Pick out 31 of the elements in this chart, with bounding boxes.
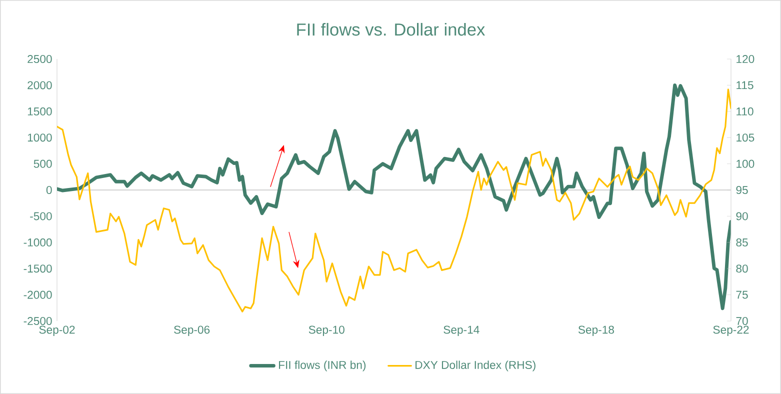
y2-tick-label: 110 bbox=[736, 107, 754, 116]
y2-tick-label: 100 bbox=[736, 160, 754, 168]
y-tick-label: -2000 bbox=[24, 290, 52, 299]
y2-tick-label: 90 bbox=[736, 212, 748, 220]
y-tick-label: 1500 bbox=[28, 107, 52, 116]
x-tick-label: Sep-02 bbox=[39, 326, 75, 336]
y2-tick-label: 70 bbox=[736, 316, 748, 326]
y2-tick-label: 105 bbox=[736, 134, 754, 142]
y2-tick-label: 95 bbox=[736, 186, 748, 194]
x-tick-label: Sep-22 bbox=[713, 326, 749, 336]
y2-tick-label: 80 bbox=[736, 264, 748, 273]
y-tick-label: 2000 bbox=[28, 81, 52, 90]
legend-label: FII flows (INR bn) bbox=[279, 360, 366, 372]
y-tick-label: 1000 bbox=[28, 134, 52, 142]
legend-label: DXY Dollar Index (RHS) bbox=[416, 360, 536, 372]
y2-tick-label: 115 bbox=[736, 81, 754, 90]
chart-title: FII flows vs. Dollar index bbox=[297, 22, 486, 36]
y-tick-label: 500 bbox=[34, 160, 52, 168]
y-tick-label: -1000 bbox=[24, 238, 52, 246]
y-tick-label: 0 bbox=[46, 186, 52, 194]
y2-tick-label: 75 bbox=[736, 290, 748, 299]
y-tick-label: -1500 bbox=[24, 264, 52, 273]
x-tick-label: Sep-18 bbox=[578, 326, 614, 336]
x-tick-label: Sep-14 bbox=[444, 326, 480, 336]
y-tick-label: -500 bbox=[30, 212, 52, 220]
x-tick-label: Sep-10 bbox=[308, 326, 344, 336]
y-tick-label: 2500 bbox=[28, 55, 52, 64]
y2-tick-label: 85 bbox=[736, 238, 748, 246]
y2-tick-label: 120 bbox=[736, 55, 754, 64]
x-tick-label: Sep-06 bbox=[174, 326, 210, 336]
y-tick-label: -2500 bbox=[24, 317, 52, 326]
